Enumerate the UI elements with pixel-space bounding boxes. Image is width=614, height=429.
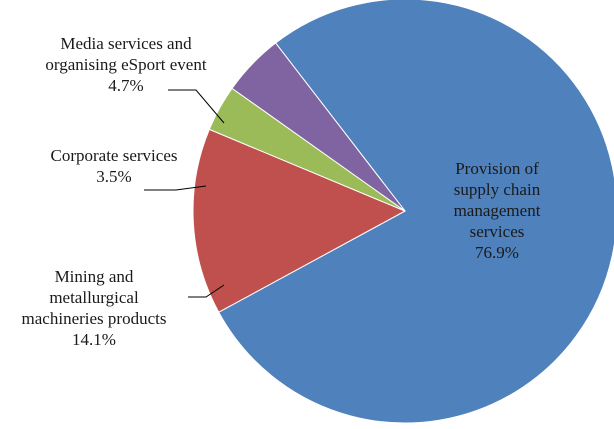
pie-slices [192, 0, 614, 424]
slice-label-mining-machinery: Mining and metallurgical machineries pro… [21, 267, 167, 349]
leader-line-media [168, 89, 225, 124]
pie-slice-media-esport [231, 42, 406, 212]
slice-label-supply-chain: Provision of supply chain management ser… [453, 159, 541, 262]
slice-label-media-esport: Media services and organising eSport eve… [45, 34, 207, 95]
leader-line-mining [188, 284, 225, 298]
pie-slice-mining-machinery [192, 128, 407, 313]
leader-line-corporate [144, 185, 207, 191]
pie-slice-supply-chain [218, 0, 614, 424]
leader-lines [144, 89, 225, 298]
slice-label-corporate-services: Corporate services 3.5% [50, 146, 178, 186]
